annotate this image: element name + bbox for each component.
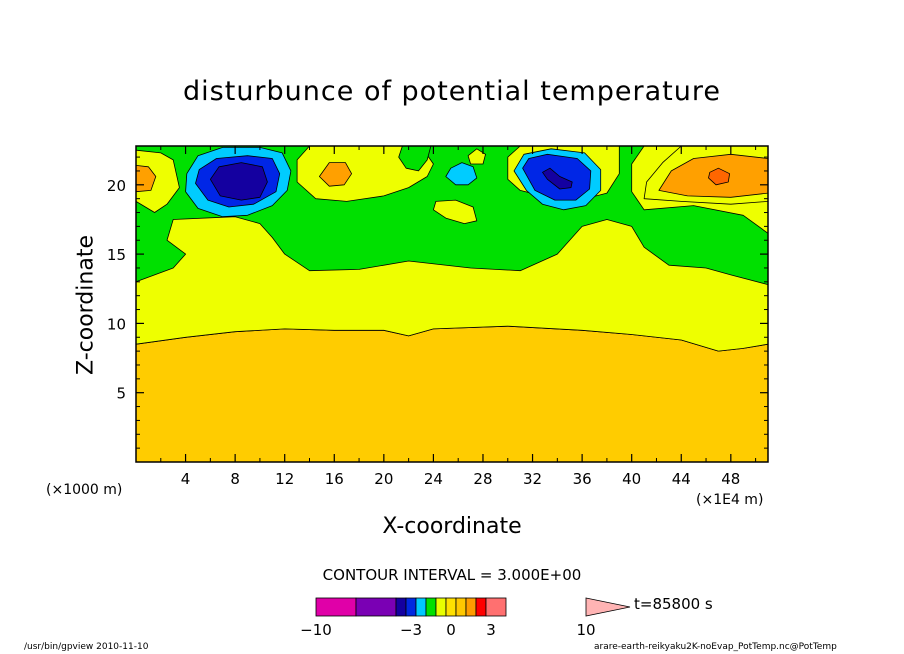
colorbar-tick-label: −3 <box>400 621 422 639</box>
contour-region-14 <box>445 162 478 186</box>
colorbar-tick-label: −10 <box>300 621 332 639</box>
colorbar-tick-label: 3 <box>486 621 496 639</box>
contour-region-19 <box>209 162 268 201</box>
colorbar: −10 −3 0 3 10 <box>300 597 631 639</box>
x-tick-label: 20 <box>374 470 393 488</box>
footer-source-file: arare-earth-reikyaku2K-noEvap_PotTemp.nc… <box>594 642 837 652</box>
x-tick-label: 8 <box>230 470 240 488</box>
x-tick-label: 4 <box>181 470 191 488</box>
colorbar-segment <box>485 597 507 617</box>
time-label: t=85800 s <box>634 595 713 613</box>
y-tick-label: 10 <box>107 315 126 333</box>
x-tick-label: 40 <box>622 470 641 488</box>
colorbar-tick-label: 10 <box>576 621 595 639</box>
contour-region-20 <box>542 167 573 190</box>
colorbar-segment <box>395 597 407 617</box>
x-tick-label: 24 <box>424 470 443 488</box>
colorbar-tick-label: 0 <box>446 621 456 639</box>
colorbar-segment <box>475 597 487 617</box>
colorbar-segment <box>355 597 397 617</box>
colorbar-segment <box>435 597 447 617</box>
y-tick-label: 20 <box>107 177 126 195</box>
x-axis-title: X-coordinate <box>382 514 522 539</box>
contour-region-5 <box>432 199 478 225</box>
x-tick-label: 48 <box>721 470 740 488</box>
x-tick-label: 16 <box>325 470 344 488</box>
colorbar-segment <box>315 597 357 617</box>
colorbar-segment <box>415 597 427 617</box>
x-axis-unit-left: (×1000 m) <box>46 482 123 498</box>
colorbar-extension-arrow <box>585 597 631 617</box>
footer-program-date: /usr/bin/gpview 2010-11-10 <box>24 642 149 652</box>
plot-frame <box>135 145 769 463</box>
colorbar-segment <box>465 597 477 617</box>
contour-regions <box>135 145 769 463</box>
colorbar-segment <box>405 597 417 617</box>
contour-region-12 <box>708 167 730 186</box>
x-tick-label: 12 <box>275 470 294 488</box>
contour-region-3 <box>135 149 180 213</box>
contour-region-0 <box>135 325 769 463</box>
contour-interval-label: CONTOUR INTERVAL = 3.000E+00 <box>322 566 582 584</box>
contour-region-6 <box>467 148 486 165</box>
x-tick-label: 44 <box>672 470 691 488</box>
chart-title: disturbunce of potential temperature <box>183 76 721 107</box>
x-tick-label: 36 <box>573 470 592 488</box>
x-tick-label: 32 <box>523 470 542 488</box>
x-tick-label: 28 <box>473 470 492 488</box>
colorbar-segment <box>445 597 457 617</box>
contour-region-4 <box>296 145 434 202</box>
x-axis-unit-right: (×1E4 m) <box>696 492 764 508</box>
y-axis-title: Z-coordinate <box>73 235 99 375</box>
contour-region-10 <box>318 162 353 187</box>
y-tick-label: 15 <box>107 246 126 264</box>
colorbar-segment <box>425 597 437 617</box>
colorbar-segment <box>455 597 467 617</box>
y-tick-label: 5 <box>116 385 126 403</box>
